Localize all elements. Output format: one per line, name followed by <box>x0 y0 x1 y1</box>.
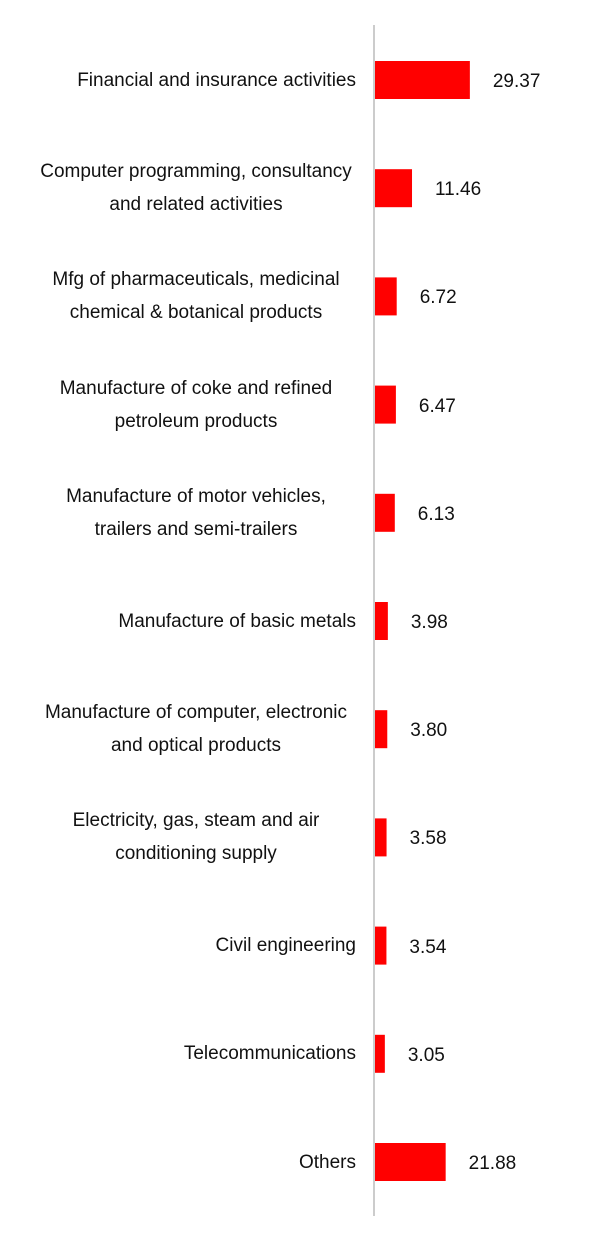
value-label: 11.46 <box>435 179 482 201</box>
value-label: 3.54 <box>409 936 447 958</box>
category-label: Manufacture of coke and refined petroleu… <box>59 377 333 432</box>
bar <box>375 169 413 208</box>
bar <box>375 1034 385 1073</box>
value-label: 21.88 <box>468 1153 517 1174</box>
bar <box>375 61 470 99</box>
bar <box>375 385 396 424</box>
category-row: Telecommunications <box>20 1000 356 1108</box>
bar <box>375 277 397 316</box>
category-label: Civil engineering <box>215 935 356 957</box>
bar <box>375 926 387 965</box>
category-row: Electricity, gas, steam and air conditio… <box>20 783 356 891</box>
category-row: Manufacture of motor vehicles, trailers … <box>20 459 356 567</box>
bar <box>375 1143 446 1181</box>
bar <box>375 818 387 857</box>
value-label: 3.58 <box>409 828 447 850</box>
value-label: 3.98 <box>410 612 448 633</box>
category-row: Computer programming, consultancy and re… <box>20 134 356 242</box>
value-label: 6.72 <box>419 287 457 309</box>
category-label: Manufacture of motor vehicles, trailers … <box>66 485 326 540</box>
category-row: Civil engineering <box>20 892 356 1000</box>
value-label: 6.13 <box>417 503 455 525</box>
category-label: Telecommunications <box>183 1043 356 1065</box>
category-row: Others <box>20 1108 356 1216</box>
value-label: 3.80 <box>410 720 448 742</box>
bar <box>375 493 395 532</box>
value-label: 3.05 <box>407 1044 445 1066</box>
value-label: 6.47 <box>418 395 456 417</box>
category-row: Mfg of pharmaceuticals, medicinal chemic… <box>20 242 356 350</box>
category-label: Electricity, gas, steam and air conditio… <box>72 810 320 865</box>
category-label: Manufacture of computer, electronic and … <box>44 702 348 757</box>
category-label: Manufacture of basic metals <box>118 610 356 632</box>
category-label: Financial and insurance activities <box>77 69 356 91</box>
category-label: Computer programming, consultancy and re… <box>40 161 352 216</box>
category-row: Manufacture of computer, electronic and … <box>20 675 356 783</box>
category-label: Others <box>298 1151 356 1173</box>
category-row: Manufacture of basic metals <box>20 567 356 675</box>
bar <box>375 602 388 640</box>
category-row: Financial and insurance activities <box>20 26 356 134</box>
category-row: Manufacture of coke and refined petroleu… <box>20 351 356 459</box>
category-label: Mfg of pharmaceuticals, medicinal chemic… <box>52 269 340 324</box>
value-label: 29.37 <box>492 71 541 92</box>
bar <box>375 710 388 749</box>
